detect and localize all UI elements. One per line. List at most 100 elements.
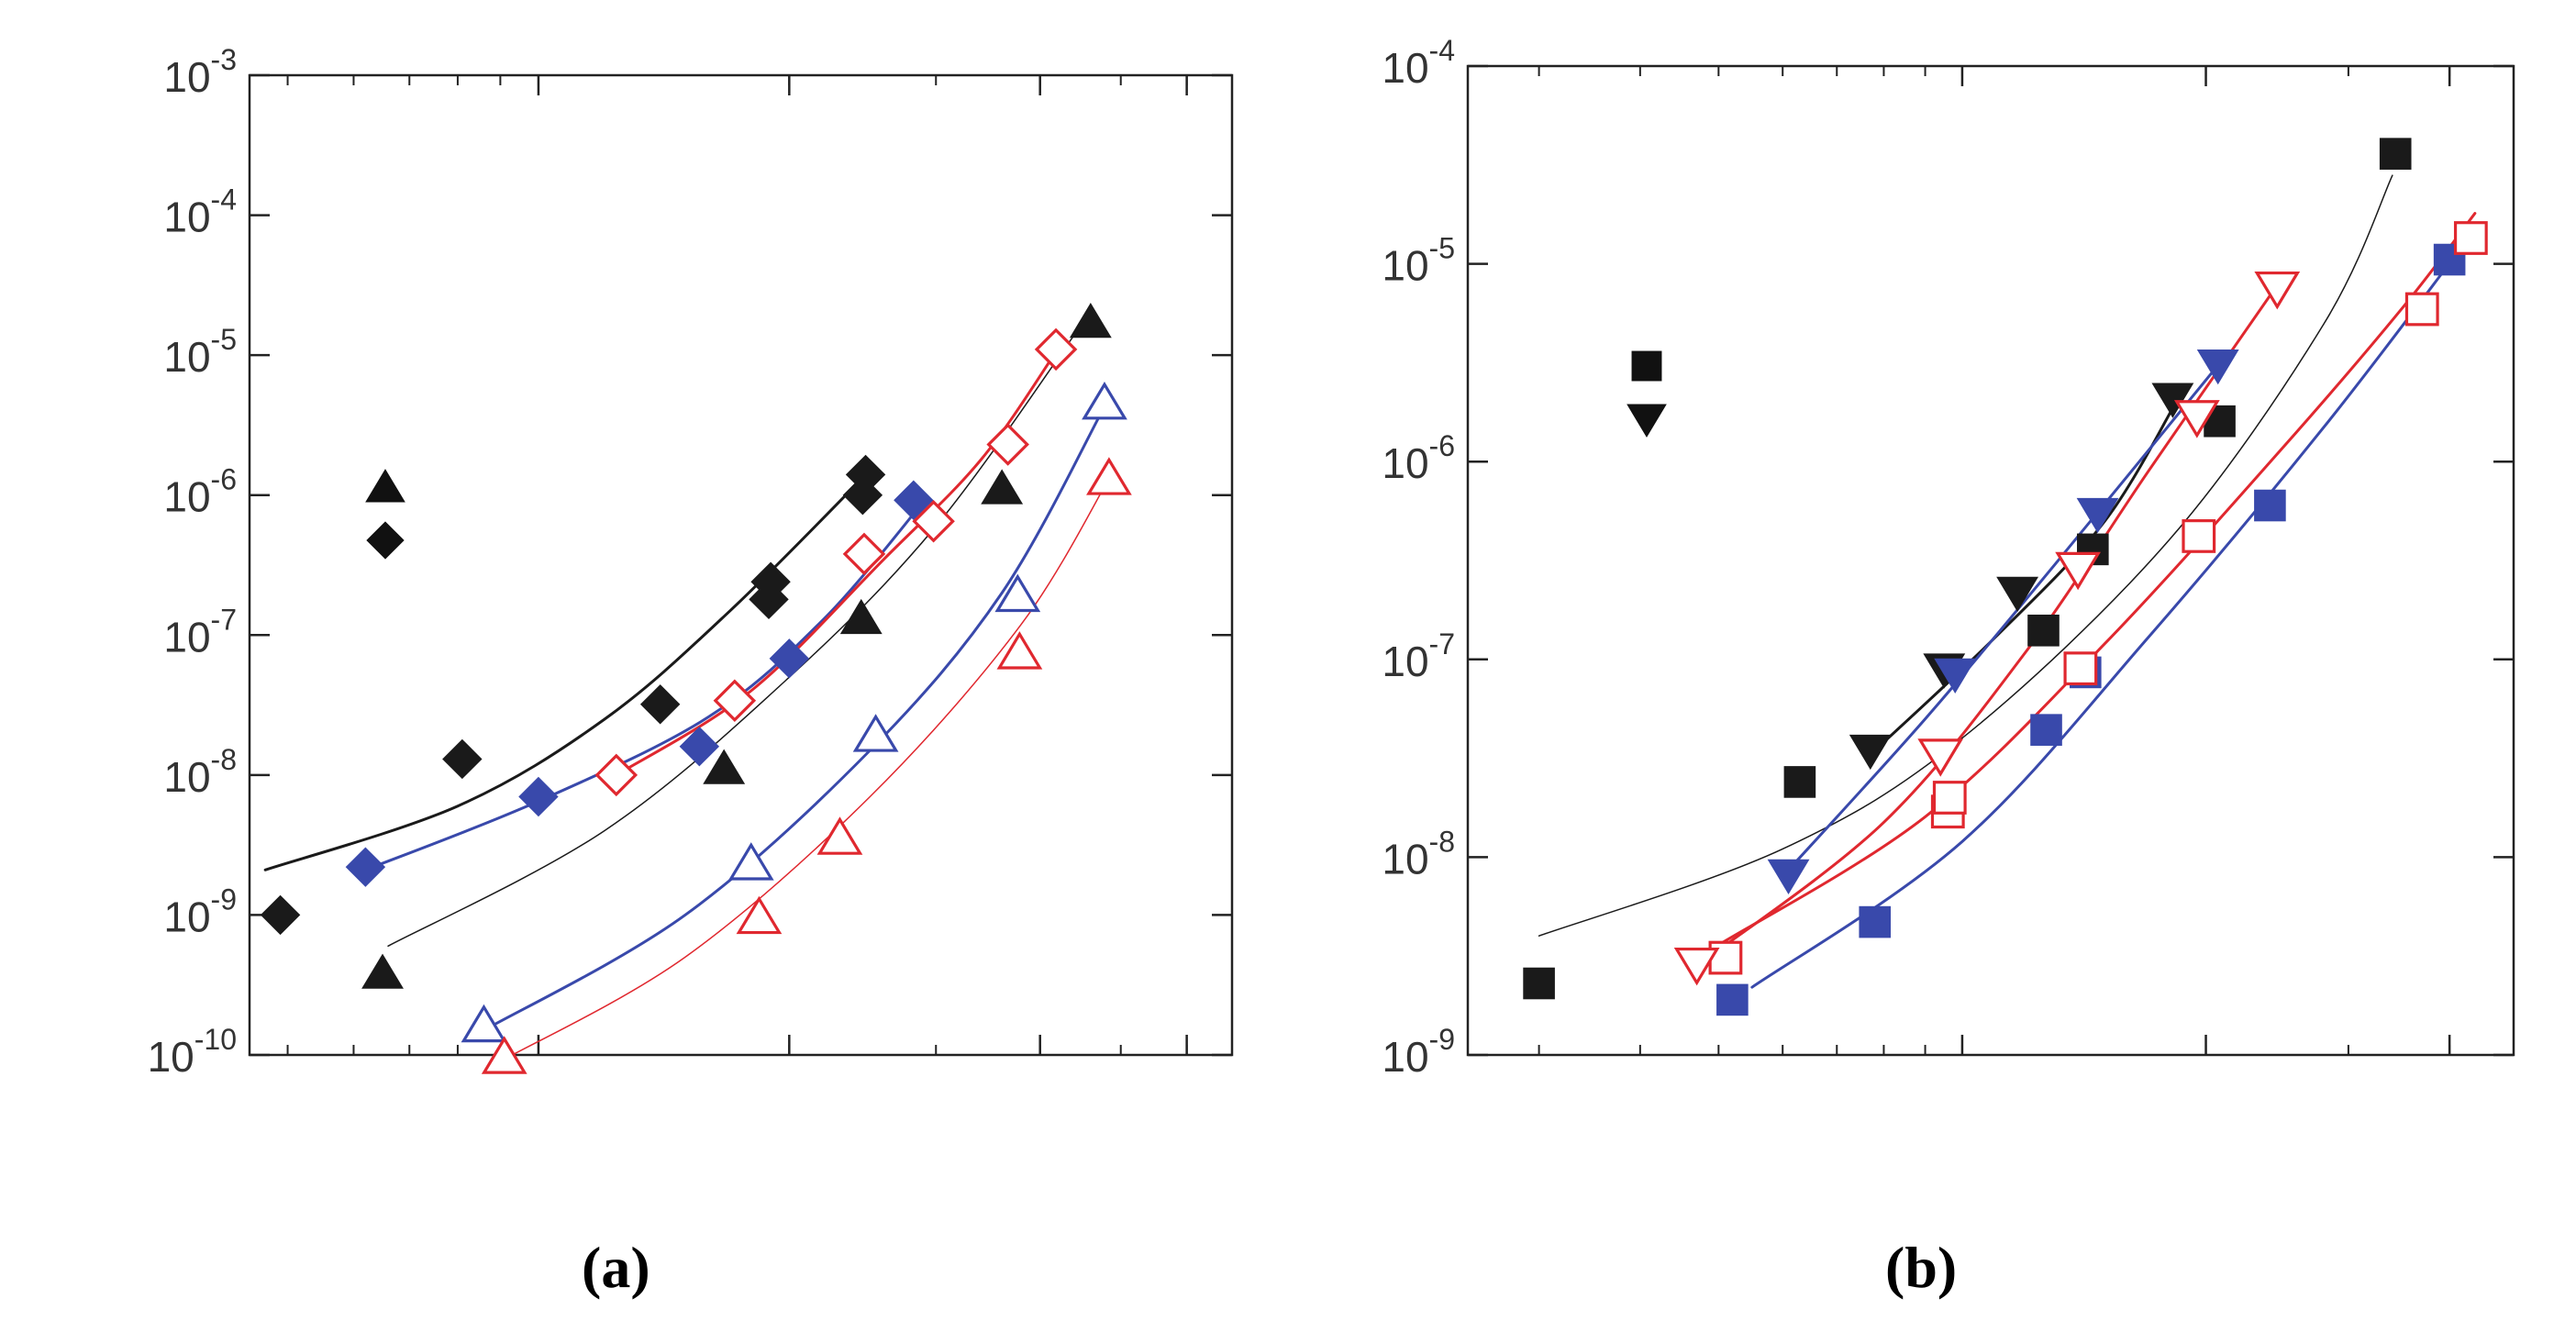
data-point xyxy=(1523,967,1555,1000)
data-point xyxy=(1716,983,1749,1016)
y-tick-exponent: -4 xyxy=(1429,34,1455,67)
fit-curve xyxy=(1538,174,2393,937)
data-point xyxy=(845,454,886,495)
data-point xyxy=(1034,327,1078,372)
fit-curve xyxy=(1869,396,2181,757)
data-point xyxy=(1859,905,1892,938)
y-tick-label: 10-7 xyxy=(163,603,237,660)
fit-curve xyxy=(1750,250,2460,989)
data-point xyxy=(679,727,720,767)
y-tick-exponent: -5 xyxy=(1429,232,1455,265)
fit-curve xyxy=(615,348,1060,777)
data-point xyxy=(2063,651,2098,686)
y-tick-base: 10 xyxy=(1382,44,1428,92)
legend-marker-icon xyxy=(365,469,405,503)
data-point xyxy=(986,423,1029,466)
data-point xyxy=(842,532,886,576)
data-point xyxy=(2254,489,2286,522)
legend-marker-icon xyxy=(366,521,405,560)
fit-curve xyxy=(1781,357,2225,878)
data-point xyxy=(912,499,955,543)
data-point xyxy=(1917,738,1964,777)
y-tick-base: 10 xyxy=(163,893,210,940)
data-point xyxy=(461,1004,507,1043)
plot-frame xyxy=(248,73,1234,1057)
y-tick-exponent: -6 xyxy=(211,463,237,496)
data-point xyxy=(703,749,746,784)
data-point xyxy=(2030,714,2062,746)
data-point xyxy=(2404,292,2439,327)
y-tick-base: 10 xyxy=(148,1033,194,1081)
data-point xyxy=(2076,497,2119,534)
y-tick-exponent: -6 xyxy=(1429,429,1455,462)
caption-b: (b) xyxy=(1885,1235,1958,1300)
data-point xyxy=(1767,859,1810,894)
legend-marker-icon xyxy=(1631,350,1662,382)
data-point xyxy=(2182,519,2216,553)
y-tick-exponent: -3 xyxy=(211,43,237,76)
data-point xyxy=(1673,947,1720,986)
y-tick-base: 10 xyxy=(163,194,210,241)
data-point xyxy=(839,598,883,635)
y-tick-exponent: -8 xyxy=(211,743,237,776)
data-point xyxy=(894,480,934,520)
data-point xyxy=(736,895,783,935)
y-tick-label: 10-5 xyxy=(1382,232,1455,290)
data-point xyxy=(260,894,301,936)
y-tick-exponent: -7 xyxy=(1429,627,1455,660)
fit-curve xyxy=(363,500,926,871)
data-point xyxy=(639,684,681,725)
caption-a: (a) xyxy=(582,1235,650,1300)
y-tick-exponent: -7 xyxy=(211,603,237,636)
y-tick-exponent: -4 xyxy=(211,183,237,216)
data-point xyxy=(2379,138,2412,170)
y-tick-exponent: -8 xyxy=(1429,825,1455,858)
y-tick-base: 10 xyxy=(163,753,210,801)
y-tick-label: 10-5 xyxy=(163,323,237,381)
data-point xyxy=(345,847,386,887)
data-point xyxy=(442,738,483,780)
data-point xyxy=(2027,614,2060,647)
fit-curve xyxy=(1716,212,2477,947)
data-point xyxy=(594,753,638,797)
data-point xyxy=(727,842,774,881)
data-point xyxy=(981,469,1024,505)
data-point xyxy=(769,638,810,679)
fit-curve xyxy=(263,469,872,871)
data-point xyxy=(750,561,791,602)
data-point xyxy=(1783,766,1816,798)
y-tick-label: 10-6 xyxy=(163,463,237,521)
data-point xyxy=(2453,221,2488,255)
y-tick-base: 10 xyxy=(1382,638,1428,685)
data-point xyxy=(361,953,404,989)
data-point xyxy=(2254,271,2301,310)
data-point xyxy=(1932,781,1967,815)
data-point xyxy=(996,631,1043,670)
y-tick-base: 10 xyxy=(163,333,210,381)
y-tick-label: 10-8 xyxy=(163,743,237,801)
data-point xyxy=(852,714,899,752)
y-tick-label: 10-6 xyxy=(1382,429,1455,487)
y-tick-label: 10-9 xyxy=(163,882,237,940)
y-tick-label: 10-9 xyxy=(1382,1023,1455,1081)
chart-a: 10-310-410-510-610-710-810-910-10 xyxy=(148,43,1234,1081)
y-tick-label: 10-8 xyxy=(1382,825,1455,882)
data-point xyxy=(816,816,863,855)
y-tick-exponent: -10 xyxy=(194,1023,237,1056)
data-point xyxy=(1082,381,1127,420)
y-tick-base: 10 xyxy=(1382,439,1428,487)
y-tick-base: 10 xyxy=(1382,242,1428,290)
y-tick-label: 10-3 xyxy=(163,43,237,101)
y-tick-base: 10 xyxy=(163,473,210,521)
chart-b: 10-410-510-610-710-810-9 xyxy=(1382,34,2515,1081)
y-tick-exponent: -5 xyxy=(211,323,237,356)
y-tick-base: 10 xyxy=(163,613,210,660)
data-point xyxy=(1996,576,2039,612)
legend-marker-icon xyxy=(1627,404,1667,438)
data-point xyxy=(713,679,757,723)
plot-frame xyxy=(1466,64,2515,1057)
y-tick-exponent: -9 xyxy=(1429,1023,1455,1056)
y-tick-label: 10-10 xyxy=(148,1023,237,1081)
y-tick-label: 10-7 xyxy=(1382,627,1455,685)
